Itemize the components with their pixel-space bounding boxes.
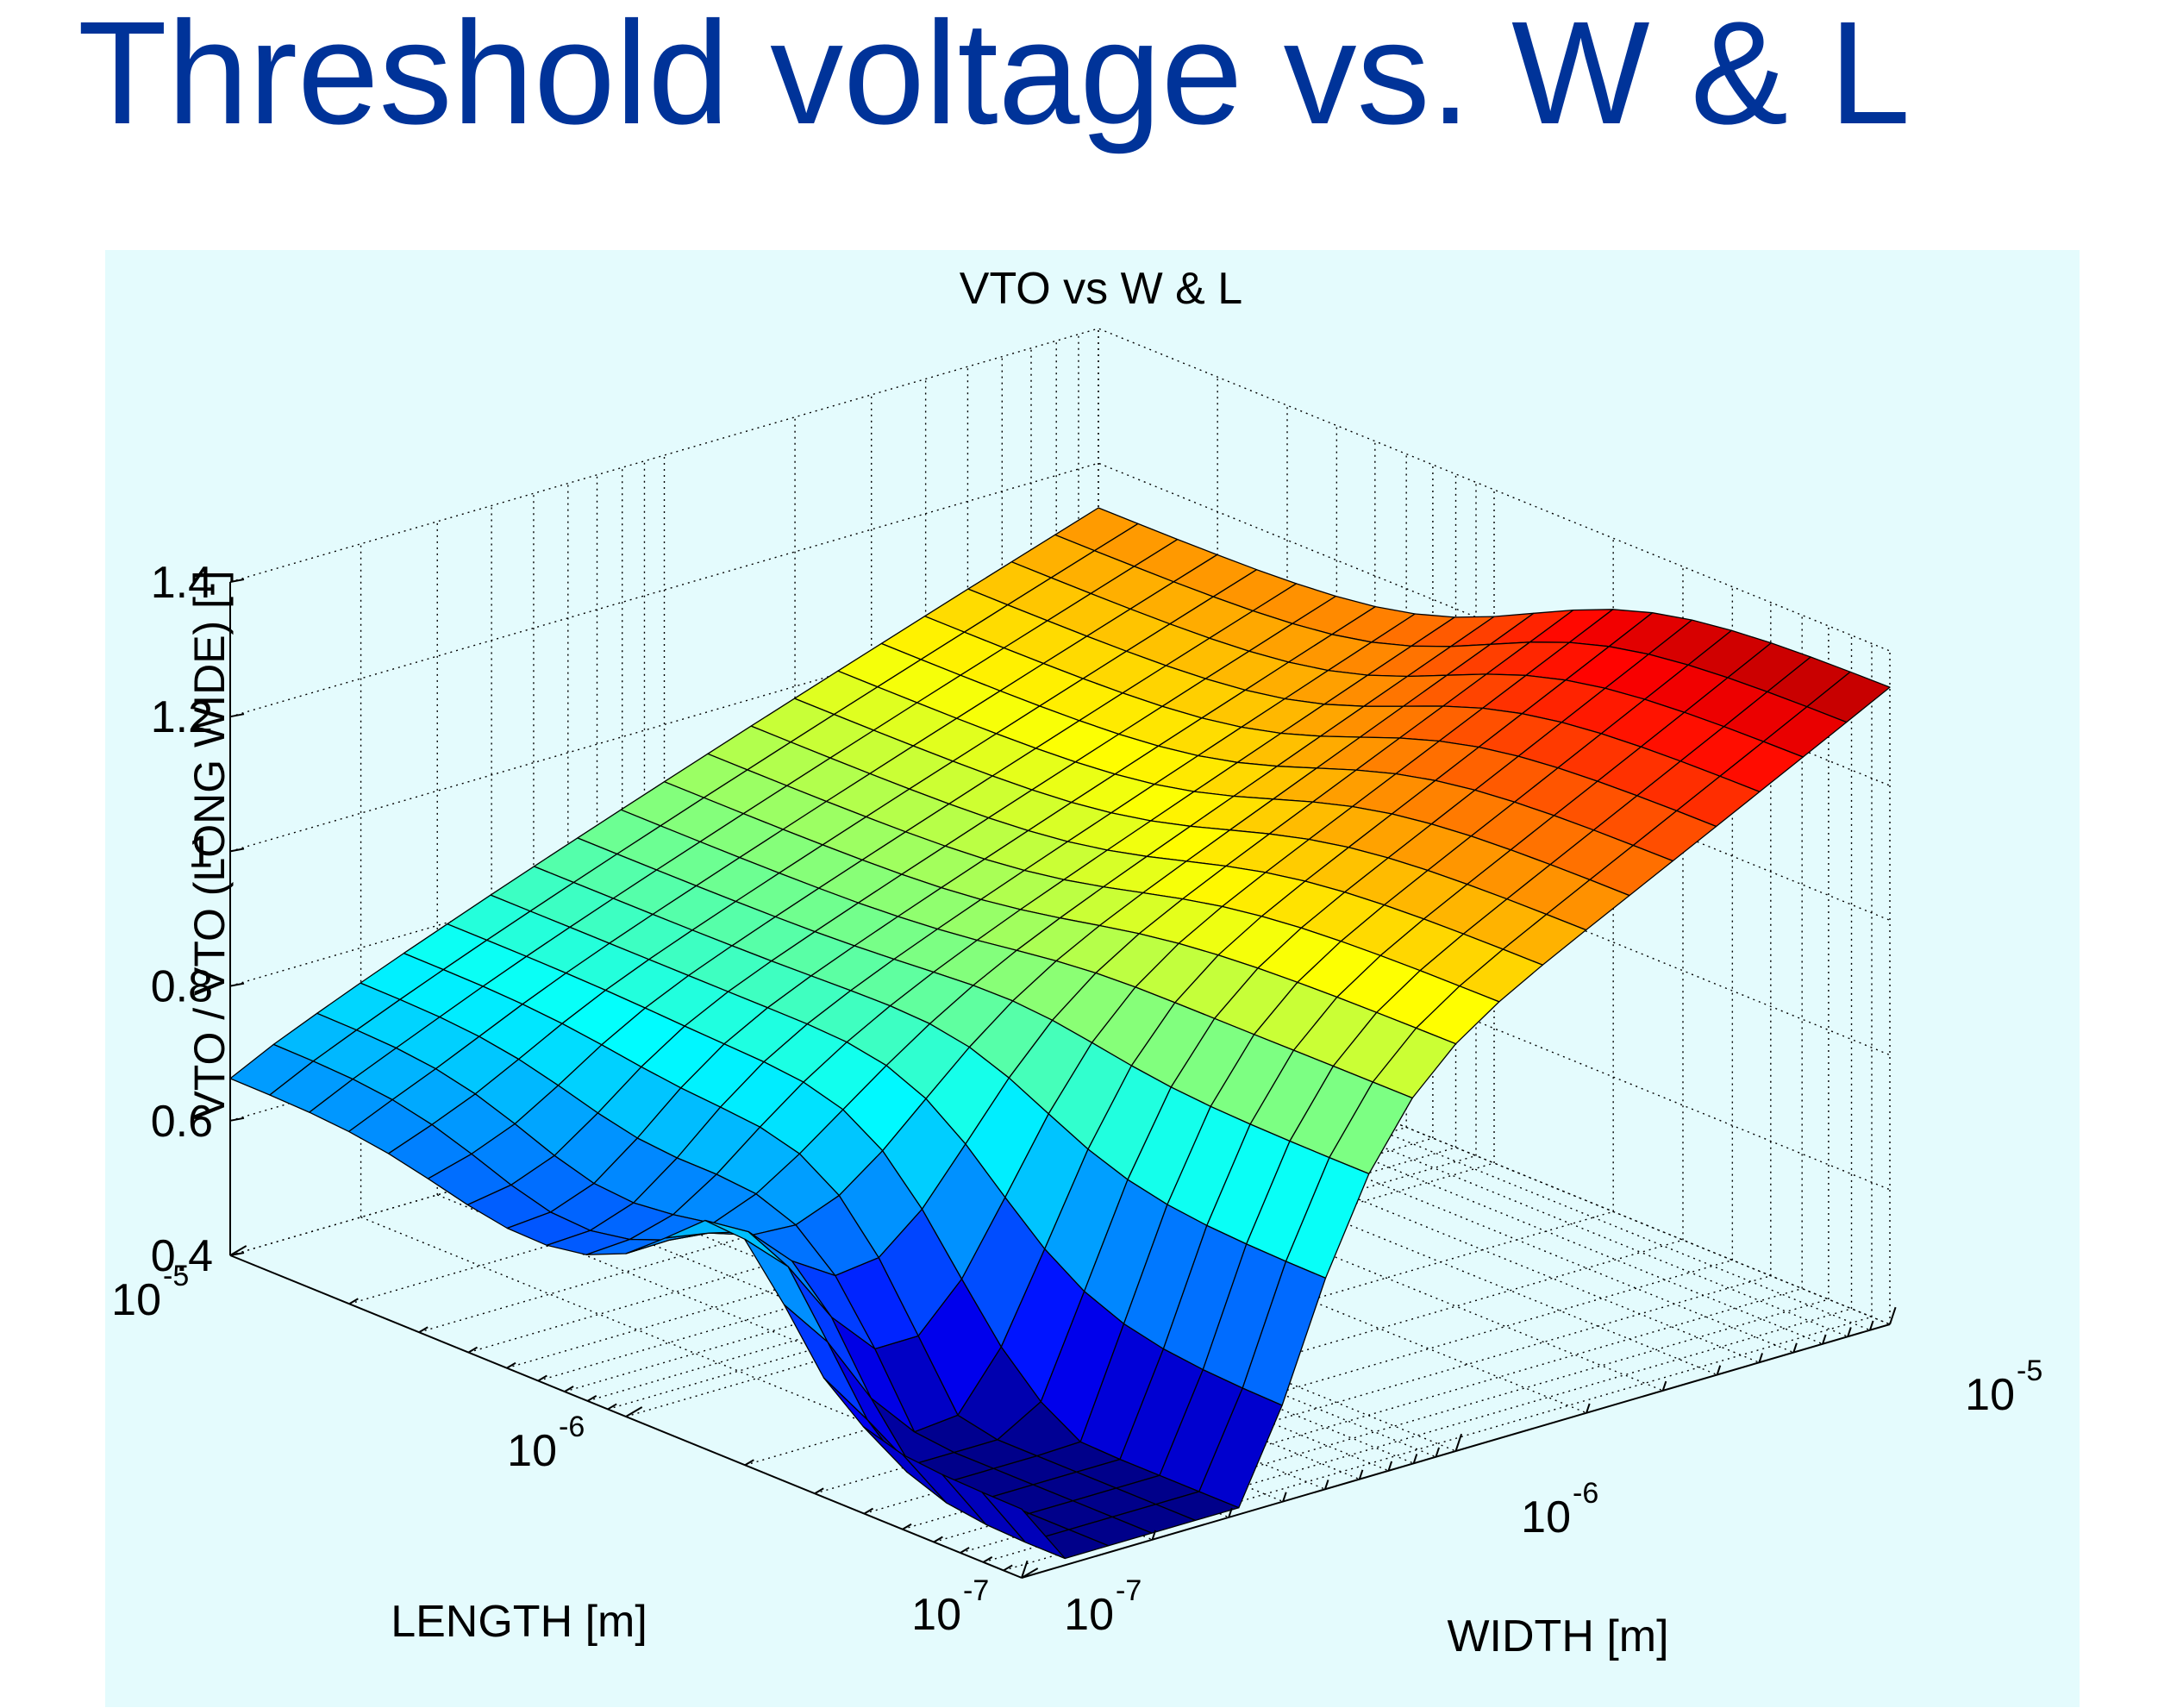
z-tick-label: 1.2 [151,692,213,742]
y-tick-mark [1792,1342,1798,1353]
y-tick-mark [1586,1403,1591,1414]
floor-grid-line [622,1140,1414,1464]
y-tick-mark [1228,1507,1233,1518]
y-tick-mark [1889,1306,1897,1325]
surface-plot: 1.41.210.80.60.410-510-610-7 10-710-610-5… [111,264,2042,1661]
y-tick-mark [1847,1327,1852,1337]
x-tick-mark [607,1403,617,1411]
y-tick-label: 10 [1521,1492,1571,1542]
y-tick-mark [1151,1530,1157,1541]
x-axis-label: LENGTH [m] [391,1597,647,1647]
z-axis-label: VTO / VTO (LONG WIDE) [-] [185,570,234,1119]
y-tick-mark [1282,1492,1287,1502]
chart-title: VTO vs W & L [960,264,1242,314]
floor-grid-line [664,1128,1456,1452]
y-tick-label-exponent: -6 [1573,1477,1598,1510]
y-tick-mark [1661,1380,1667,1392]
floor-grid-line [925,1051,1717,1376]
x-tick-mark [863,1507,874,1515]
x-tick-label: 10 [507,1426,557,1476]
z-tick-label: 0.4 [151,1231,213,1281]
x-tick-mark [418,1326,428,1334]
surface-patch [981,1492,1066,1560]
x-tick-label-exponent: -6 [559,1411,585,1443]
surface-mesh [229,507,1891,1560]
y-tick-label-exponent: -7 [1116,1574,1142,1607]
y-tick-mark [1387,1461,1393,1472]
floor-grid-line [1030,1021,1823,1345]
floor-grid-line [1002,1029,1794,1354]
z-grid-line [229,731,1891,1056]
y-tick-mark [1758,1353,1763,1363]
z-tick-label: 1.4 [151,558,213,608]
z-tick-label: 1 [188,827,213,877]
y-tick-mark [1822,1334,1827,1345]
x-tick-mark [960,1547,970,1554]
plot-labels: VTO vs W & L VTO / VTO (LONG WIDE) [-] L… [185,264,1669,1661]
x-tick-mark [564,1386,574,1392]
floor-grid-line [1055,1013,1848,1337]
x-tick-mark [1003,1564,1013,1572]
figure-panel: 1.4 1.2 1 0.8 0.6 0.4 10 -5 10 -6 10 -7 10 -7 10 -6 10 -5… [105,250,2080,1707]
x-tick-mark [587,1395,597,1402]
x-tick-mark [537,1374,547,1382]
x-tick-mark [467,1346,479,1354]
x-tick-mark [348,1298,359,1305]
floor-grid-line [1078,1007,1871,1331]
z-tick-label: 0.6 [151,1097,213,1147]
x-tick-label-exponent: -5 [163,1260,189,1292]
z-grid-line [229,867,1891,1191]
x-tick-mark [1021,1567,1039,1579]
y-axis-label: WIDTH [m] [1447,1611,1668,1661]
y-tick-mark [1358,1469,1364,1480]
floor-grid-line [967,1039,1760,1363]
y-tick-label-exponent: -5 [2017,1355,2042,1387]
floor-grid-line [871,1067,1663,1392]
x-tick-mark [744,1459,754,1467]
floor-grid-line [1098,1001,1891,1325]
y-tick-mark [1435,1447,1441,1458]
x-tick-mark [933,1536,943,1543]
y-tick-mark [1412,1454,1418,1464]
y-tick-mark [1454,1433,1463,1452]
z-tick-mark [229,848,245,853]
z-tick-mark [229,579,245,583]
x-tick-mark [625,1406,643,1417]
x-tick-label: 10 [111,1275,161,1325]
y-tick-mark [1716,1365,1722,1375]
plot-axes: 1.41.210.80.60.410-510-610-7 10-710-610-5 [111,558,2042,1640]
z-tick-mark [229,982,245,987]
y-tick-mark [1021,1560,1029,1579]
x-tick-label-exponent: -7 [963,1574,989,1607]
x-tick-mark [983,1556,993,1563]
y-tick-label: 10 [1965,1370,2015,1420]
x-tick-mark [229,1245,247,1256]
y-tick-label: 10 [1064,1590,1114,1640]
z-tick-mark [229,1117,245,1122]
z-tick-label: 0.8 [151,962,213,1012]
slide-title: Threshold voltage vs. W & L [78,0,1911,155]
z-tick-mark [229,713,245,718]
floor-grid-line [644,1134,1436,1458]
y-tick-mark [1869,1320,1874,1331]
z-grid-line [229,328,1891,652]
x-tick-label: 10 [911,1590,961,1640]
y-tick-mark [1323,1480,1329,1490]
x-tick-mark [814,1487,824,1495]
z-grid-line [229,1001,1891,1325]
x-tick-mark [902,1523,912,1530]
x-tick-mark [506,1361,516,1369]
floor-grid-line [794,1090,1587,1414]
